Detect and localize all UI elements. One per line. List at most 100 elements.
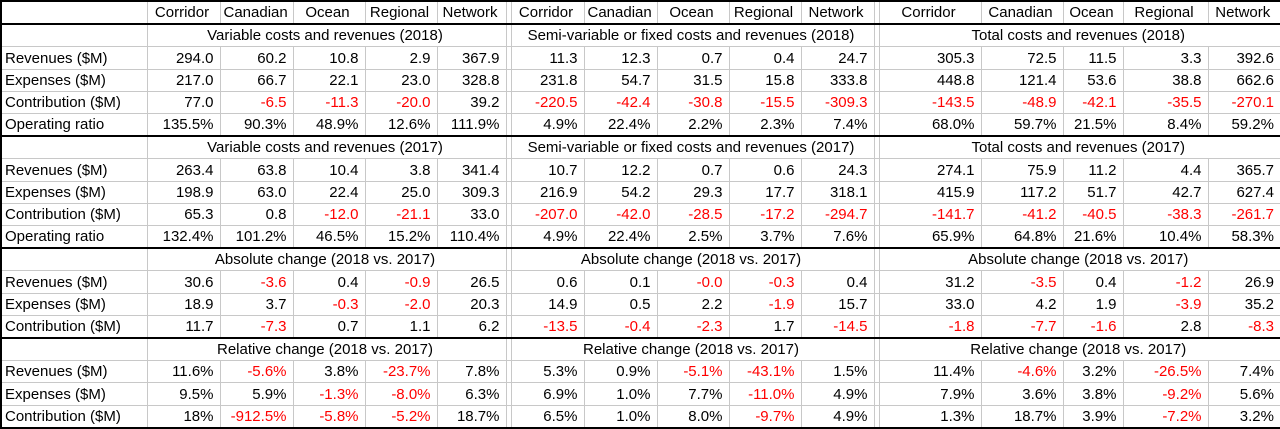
column-header: Ocean <box>1062 0 1124 26</box>
data-cell: -8.0% <box>364 382 438 406</box>
data-cell: -9.7% <box>728 404 802 429</box>
data-cell: -14.5 <box>800 314 875 340</box>
row-label: Expenses ($M) <box>0 292 148 316</box>
data-cell: 0.7 <box>656 158 730 182</box>
data-cell: 0.4 <box>292 270 366 294</box>
data-cell: 274.1 <box>878 158 982 182</box>
column-header: Corridor <box>146 0 221 26</box>
data-cell: 63.0 <box>219 180 294 204</box>
data-cell: 54.2 <box>583 180 658 204</box>
data-cell: 38.8 <box>1122 68 1209 92</box>
data-cell: 0.4 <box>1062 270 1124 294</box>
data-cell: 341.4 <box>436 158 507 182</box>
data-cell: 11.4% <box>878 360 982 384</box>
data-cell: 59.7% <box>980 113 1064 138</box>
data-cell: 2.2% <box>656 113 730 138</box>
data-cell: -6.5 <box>219 90 294 115</box>
data-cell: 1.3% <box>878 404 982 429</box>
data-cell: 117.2 <box>980 180 1064 204</box>
data-cell: -7.3 <box>219 314 294 340</box>
data-cell: 12.6% <box>364 113 438 138</box>
data-cell: 33.0 <box>878 292 982 316</box>
section-title: Relative change (2018 vs. 2017) <box>510 337 875 362</box>
data-cell: 662.6 <box>1207 68 1280 92</box>
data-cell: 12.3 <box>583 46 658 70</box>
data-cell: 3.2% <box>1062 360 1124 384</box>
data-cell: 11.3 <box>510 46 585 70</box>
data-cell: 63.8 <box>219 158 294 182</box>
data-cell: 18.9 <box>146 292 221 316</box>
data-cell: -42.0 <box>583 202 658 227</box>
data-cell: 21.6% <box>1062 225 1124 250</box>
data-cell: 6.2 <box>436 314 507 340</box>
data-cell: 18% <box>146 404 221 429</box>
data-cell: -28.5 <box>656 202 730 227</box>
data-cell: -21.1 <box>364 202 438 227</box>
data-cell: 318.1 <box>800 180 875 204</box>
table-row: Operating ratio 135.5% 90.3% 48.9% 12.6% 111.… <box>0 113 1280 138</box>
data-cell: 68.0% <box>878 113 982 138</box>
data-cell: 10.4 <box>292 158 366 182</box>
data-cell: 217.0 <box>146 68 221 92</box>
section-title: Variable costs and revenues (2017) <box>146 135 507 160</box>
section-title-row: Relative change (2018 vs. 2017) Relative … <box>0 337 1280 362</box>
data-cell: 231.8 <box>510 68 585 92</box>
table-row: Revenues ($M) 11.6% -5.6% 3.8% -23.7% 7.8% 5.3… <box>0 360 1280 384</box>
data-cell: 121.4 <box>980 68 1064 92</box>
data-cell: 5.6% <box>1207 382 1280 406</box>
data-cell: 0.6 <box>728 158 802 182</box>
data-cell: -270.1 <box>1207 90 1280 115</box>
column-header: Corridor <box>878 0 982 26</box>
data-cell: 90.3% <box>219 113 294 138</box>
section-title: Total costs and revenues (2017) <box>878 135 1280 160</box>
data-cell: -20.0 <box>364 90 438 115</box>
data-cell: 4.2 <box>980 292 1064 316</box>
data-cell: 135.5% <box>146 113 221 138</box>
data-cell: 5.3% <box>510 360 585 384</box>
data-cell: -13.5 <box>510 314 585 340</box>
data-cell: 9.5% <box>146 382 221 406</box>
row-label: Contribution ($M) <box>0 314 148 340</box>
data-cell: 367.9 <box>436 46 507 70</box>
data-cell: -7.7 <box>980 314 1064 340</box>
table-row: Expenses ($M) 217.0 66.7 22.1 23.0 328.8 231.8… <box>0 68 1280 92</box>
data-cell: 60.2 <box>219 46 294 70</box>
data-cell: 15.7 <box>800 292 875 316</box>
data-cell: 5.9% <box>219 382 294 406</box>
data-cell: 3.2% <box>1207 404 1280 429</box>
data-cell: 0.4 <box>728 46 802 70</box>
data-cell: 2.9 <box>364 46 438 70</box>
section-title: Absolute change (2018 vs. 2017) <box>510 247 875 272</box>
data-cell: 309.3 <box>436 180 507 204</box>
data-cell: 132.4% <box>146 225 221 250</box>
data-cell: -26.5% <box>1122 360 1209 384</box>
data-cell: -35.5 <box>1122 90 1209 115</box>
data-cell: 51.7 <box>1062 180 1124 204</box>
data-cell: -1.9 <box>728 292 802 316</box>
data-cell: -42.4 <box>583 90 658 115</box>
data-cell: 17.7 <box>728 180 802 204</box>
row-label: Operating ratio <box>0 113 148 138</box>
section-title-row: Absolute change (2018 vs. 2017) Absolute … <box>0 247 1280 272</box>
data-cell: 0.8 <box>219 202 294 227</box>
data-cell: 3.8 <box>364 158 438 182</box>
data-cell: 18.7% <box>980 404 1064 429</box>
data-cell: -42.1 <box>1062 90 1124 115</box>
data-cell: 0.4 <box>800 270 875 294</box>
data-cell: 0.7 <box>656 46 730 70</box>
data-cell: -7.2% <box>1122 404 1209 429</box>
data-cell: -48.9 <box>980 90 1064 115</box>
row-label: Revenues ($M) <box>0 158 148 182</box>
table-row: Revenues ($M) 294.0 60.2 10.8 2.9 367.9 11.3 12… <box>0 46 1280 70</box>
data-cell: -30.8 <box>656 90 730 115</box>
data-cell: 18.7% <box>436 404 507 429</box>
column-header: Regional <box>364 0 438 26</box>
data-cell: -11.3 <box>292 90 366 115</box>
data-cell: 48.9% <box>292 113 366 138</box>
row-label-empty <box>0 23 148 48</box>
data-cell: -40.5 <box>1062 202 1124 227</box>
section-title: Variable costs and revenues (2018) <box>146 23 507 48</box>
data-cell: 2.5% <box>656 225 730 250</box>
data-cell: 11.7 <box>146 314 221 340</box>
